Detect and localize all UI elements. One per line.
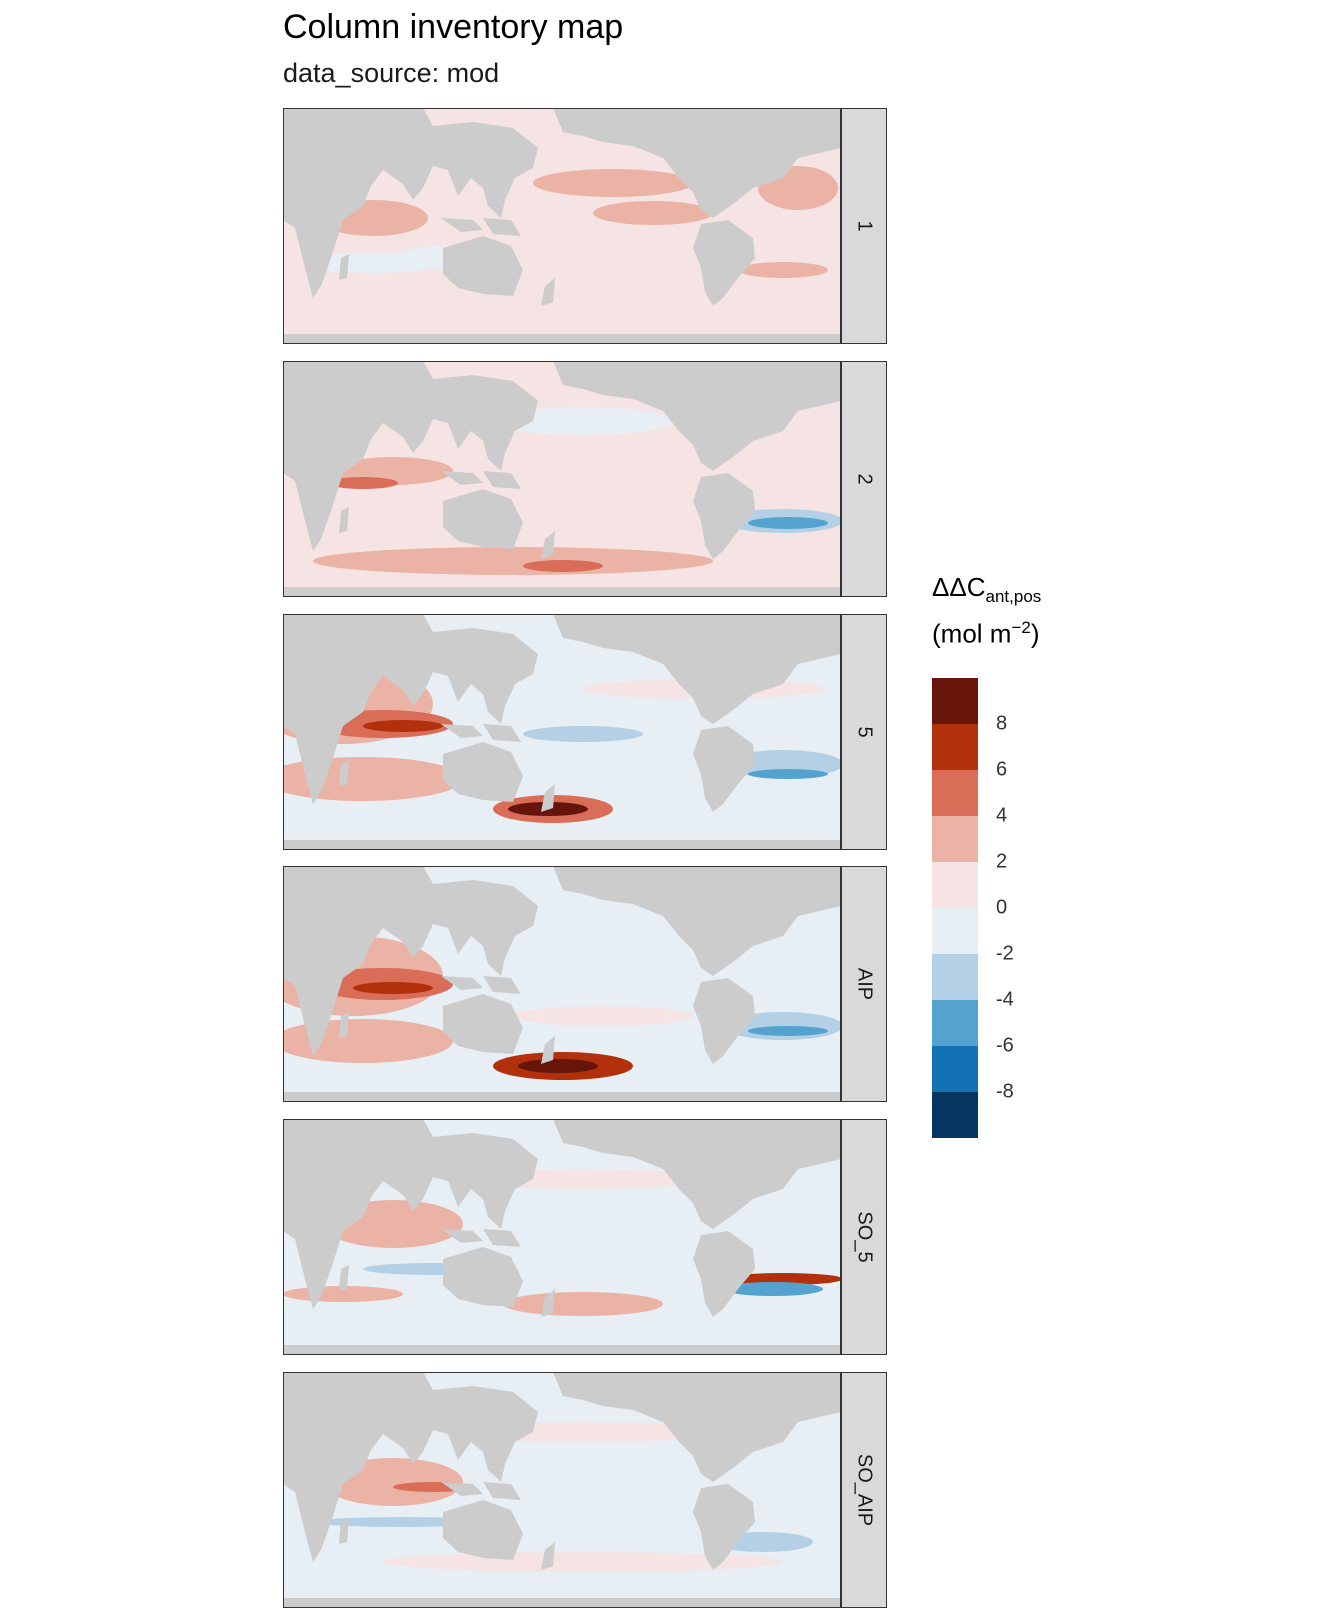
legend-unit: (mol m−2) — [932, 618, 1040, 649]
facet-label: AIP — [853, 967, 876, 1001]
facet-label: 1 — [853, 220, 876, 232]
legend-color-bin — [932, 908, 978, 954]
map-panel-1: 1 — [283, 108, 887, 344]
legend-color-bin — [932, 1000, 978, 1046]
legend-tick-label: 0 — [996, 896, 1008, 919]
legend-color-bin — [932, 816, 978, 862]
legend-tick-label: -8 — [996, 1080, 1014, 1103]
facet-label: SO_AIP — [853, 1453, 876, 1527]
facet-strip: 5 — [841, 614, 887, 850]
legend-tick-label: -6 — [996, 1034, 1014, 1057]
chart-title: Column inventory map — [283, 8, 624, 46]
legend-tick-label: 4 — [996, 804, 1008, 827]
legend-color-bin — [932, 954, 978, 1000]
map-panel-5: 5 — [283, 614, 887, 850]
facet-label: 5 — [853, 726, 876, 738]
facet-strip: SO_5 — [841, 1119, 887, 1355]
legend-tick-label: 6 — [996, 758, 1008, 781]
facet-strip: 2 — [841, 361, 887, 597]
legend-color-bin — [932, 862, 978, 908]
legend-color-bin — [932, 1046, 978, 1092]
legend-colorbar — [932, 678, 978, 1138]
facet-label: 2 — [853, 473, 876, 485]
map-plot — [283, 1372, 841, 1608]
map-panel-so_5: SO_5 — [283, 1119, 887, 1355]
legend-tick-label: 2 — [996, 850, 1008, 873]
legend-color-bin — [932, 770, 978, 816]
facet-strip: 1 — [841, 108, 887, 344]
legend-tick-label: 8 — [996, 712, 1008, 735]
map-plot — [283, 866, 841, 1102]
facet-label: SO_5 — [853, 1211, 876, 1263]
legend-tick-label: -2 — [996, 942, 1014, 965]
map-plot — [283, 1119, 841, 1355]
chart-subtitle: data_source: mod — [283, 58, 500, 88]
map-plot — [283, 361, 841, 597]
map-panel-so_aip: SO_AIP — [283, 1372, 887, 1608]
map-plot — [283, 614, 841, 850]
map-plot — [283, 108, 841, 344]
legend-color-bin — [932, 724, 978, 770]
legend-color-bin — [932, 1092, 978, 1138]
legend-title: ΔΔCant,pos — [932, 572, 1042, 607]
map-panel-2: 2 — [283, 361, 887, 597]
facet-strip: SO_AIP — [841, 1372, 887, 1608]
legend-tick-label: -4 — [996, 988, 1014, 1011]
facet-strip: AIP — [841, 866, 887, 1102]
legend-color-bin — [932, 678, 978, 724]
map-panel-aip: AIP — [283, 866, 887, 1102]
